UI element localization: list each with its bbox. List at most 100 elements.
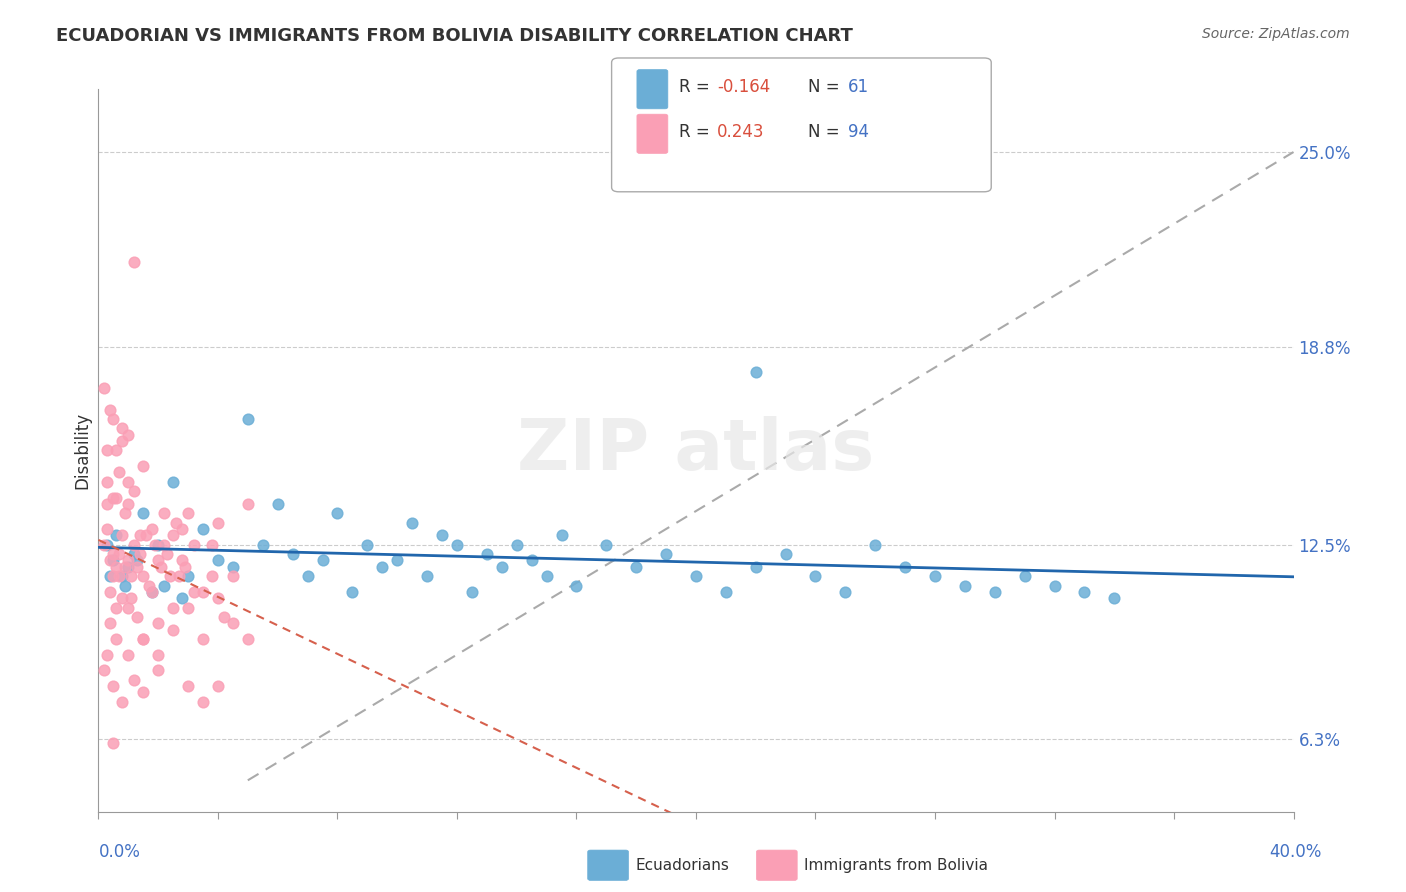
Point <box>177 569 200 583</box>
Point <box>172 553 194 567</box>
Point <box>117 475 139 489</box>
Point <box>162 528 184 542</box>
Point <box>153 538 176 552</box>
Text: 40.0%: 40.0% <box>1270 843 1322 861</box>
Point <box>96 522 118 536</box>
Point <box>191 584 214 599</box>
Point <box>103 736 125 750</box>
Text: -0.164: -0.164 <box>717 78 770 96</box>
Point <box>595 538 617 552</box>
Point <box>222 559 245 574</box>
Point <box>297 569 319 583</box>
Point <box>117 648 139 662</box>
Point <box>356 538 378 552</box>
Point <box>491 559 513 574</box>
Point <box>222 616 245 631</box>
Point <box>150 559 173 574</box>
Point <box>207 516 229 530</box>
Point <box>108 547 131 561</box>
Point <box>108 569 131 583</box>
Point <box>120 591 142 606</box>
Point <box>183 538 205 552</box>
Point <box>506 538 529 552</box>
Text: 0.0%: 0.0% <box>98 843 141 861</box>
Point <box>311 553 333 567</box>
Point <box>342 584 364 599</box>
Point <box>114 559 136 574</box>
Point <box>655 547 678 561</box>
Point <box>177 679 200 693</box>
Point <box>93 538 115 552</box>
Point <box>148 664 170 678</box>
Point <box>105 600 128 615</box>
Point <box>117 553 139 567</box>
Point <box>148 553 170 567</box>
Point <box>685 569 707 583</box>
Point <box>98 402 122 417</box>
Point <box>191 522 214 536</box>
Point <box>550 528 572 542</box>
Point <box>120 569 142 583</box>
Point <box>201 569 224 583</box>
Text: Source: ZipAtlas.com: Source: ZipAtlas.com <box>1202 27 1350 41</box>
Point <box>117 427 139 442</box>
Point <box>236 497 259 511</box>
Point <box>114 578 136 592</box>
Point <box>124 255 146 269</box>
Point <box>565 578 588 592</box>
Point <box>117 559 139 574</box>
Point <box>111 591 134 606</box>
Point <box>745 365 768 379</box>
Point <box>153 506 176 520</box>
Point <box>111 434 134 448</box>
Point <box>165 516 187 530</box>
Point <box>103 412 125 426</box>
Text: Ecuadorians: Ecuadorians <box>636 858 730 872</box>
Point <box>207 679 229 693</box>
Point <box>93 664 115 678</box>
Point <box>105 632 128 646</box>
Point <box>281 547 304 561</box>
Point <box>401 516 423 530</box>
Point <box>103 547 125 561</box>
Point <box>804 569 827 583</box>
Point <box>103 679 125 693</box>
Text: 61: 61 <box>848 78 869 96</box>
Point <box>430 528 453 542</box>
Point <box>222 569 245 583</box>
Point <box>924 569 946 583</box>
Text: R =: R = <box>679 78 716 96</box>
Point <box>98 616 122 631</box>
Point <box>96 648 118 662</box>
Point <box>626 559 648 574</box>
Text: N =: N = <box>808 123 845 141</box>
Point <box>127 610 149 624</box>
Point <box>127 559 149 574</box>
Point <box>252 538 274 552</box>
Point <box>132 632 155 646</box>
Point <box>141 584 163 599</box>
Text: 94: 94 <box>848 123 869 141</box>
Point <box>111 695 134 709</box>
Point <box>953 578 976 592</box>
Point <box>96 497 118 511</box>
Point <box>103 491 125 505</box>
Y-axis label: Disability: Disability <box>73 412 91 489</box>
Point <box>124 538 146 552</box>
Point <box>98 569 122 583</box>
Point <box>156 547 179 561</box>
Point <box>93 381 115 395</box>
Point <box>207 553 229 567</box>
Point <box>461 584 484 599</box>
Point <box>132 459 155 474</box>
Point <box>135 528 157 542</box>
Point <box>1104 591 1126 606</box>
Point <box>536 569 558 583</box>
Point <box>105 491 128 505</box>
Point <box>153 578 176 592</box>
Point <box>834 584 856 599</box>
Point <box>129 547 152 561</box>
Point <box>148 616 170 631</box>
Point <box>105 528 128 542</box>
Text: 0.243: 0.243 <box>717 123 765 141</box>
